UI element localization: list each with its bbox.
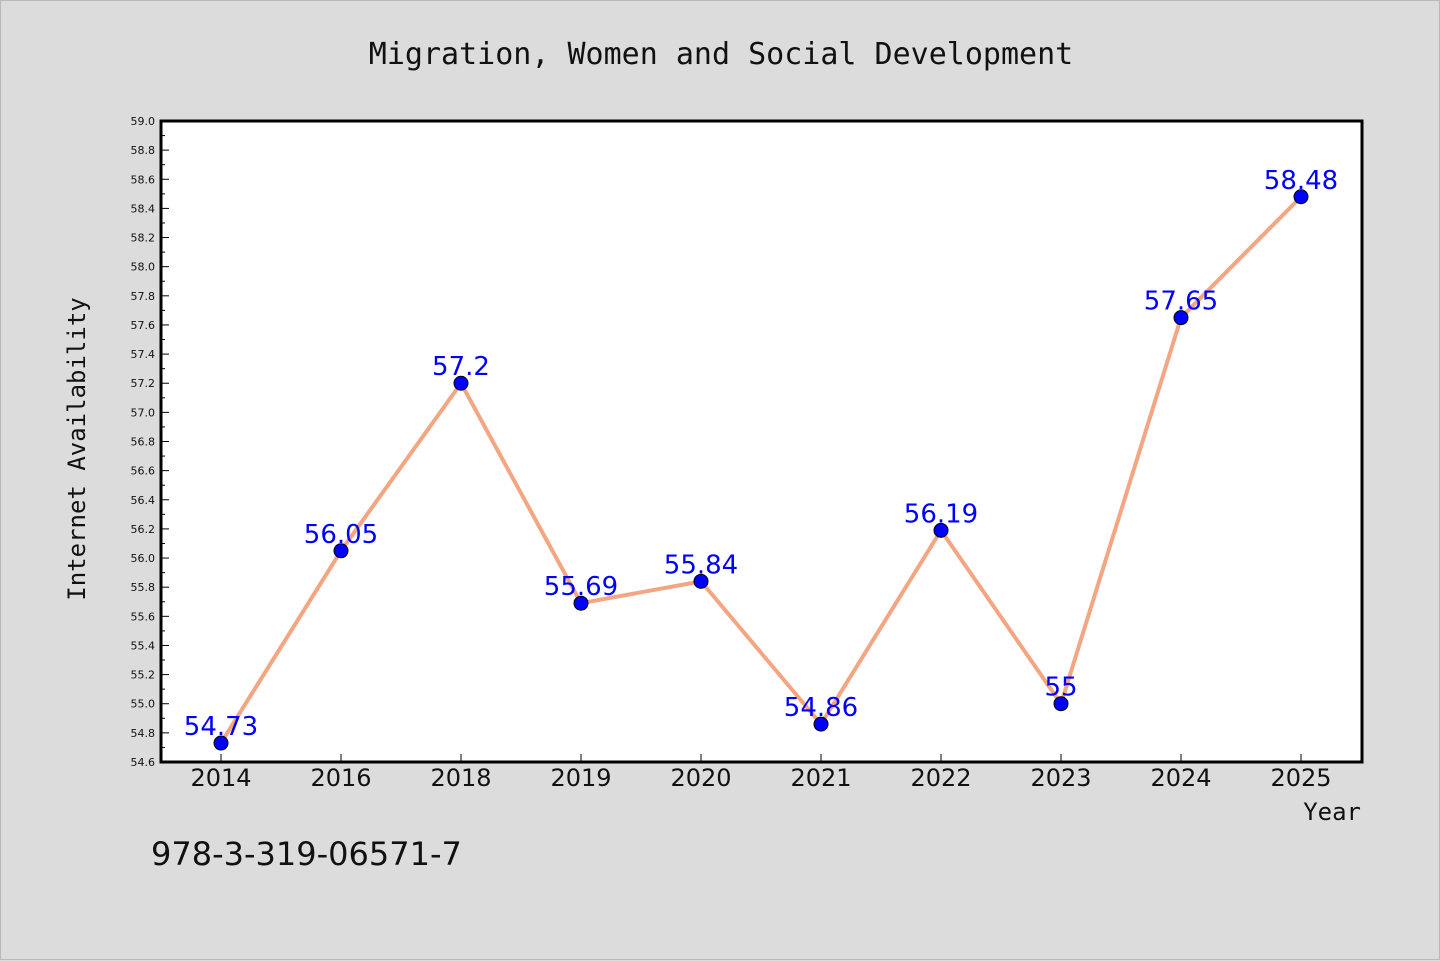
x-axis-label: Year <box>1303 798 1361 826</box>
y-tick-label: 54.8 <box>131 727 156 740</box>
data-label: 54.86 <box>784 693 858 723</box>
y-tick-label: 56.4 <box>131 494 156 507</box>
x-tick-label: 2018 <box>430 764 491 792</box>
data-point <box>813 716 829 732</box>
data-point <box>933 522 949 538</box>
data-label: 58.48 <box>1264 166 1338 196</box>
y-tick-label: 55.6 <box>131 610 156 623</box>
y-tick-label: 55.4 <box>131 639 156 652</box>
chart-title: Migration, Women and Social Development <box>369 37 1073 72</box>
data-label: 57.65 <box>1144 287 1218 317</box>
x-axis: 2014 2016 2018 2019 2020 2021 2022 2023 2024 2025 <box>190 754 1332 792</box>
data-label: 55 <box>1044 673 1077 703</box>
plot-area <box>159 119 1364 764</box>
y-tick-label: 59.0 <box>131 115 156 128</box>
x-tick-label: 2016 <box>310 764 371 792</box>
y-tick-label: 55.2 <box>131 669 156 682</box>
y-tick-label: 58.8 <box>131 144 156 157</box>
data-markers <box>213 189 1309 751</box>
y-axis: 54.6 54.8 55.0 55.2 55.4 55.6 55.8 56.0 56.2 56.4… <box>131 115 169 769</box>
data-label: 55.84 <box>664 550 738 580</box>
y-tick-label: 56.2 <box>131 523 156 536</box>
y-tick-label: 55.0 <box>131 698 156 711</box>
y-tick-label: 54.6 <box>131 756 156 769</box>
y-tick-label: 57.4 <box>131 348 156 361</box>
y-tick-label: 57.6 <box>131 319 156 332</box>
series-line-path <box>219 194 1303 746</box>
y-tick-label: 58.0 <box>131 261 156 274</box>
x-tick-label: 2019 <box>550 764 611 792</box>
y-tick-label: 56.8 <box>131 436 156 449</box>
data-labels: 54.73 56.05 57.2 55.69 55.84 54.86 56.19 55 57.6… <box>184 166 1338 742</box>
x-tick-label: 2020 <box>670 764 731 792</box>
x-tick-label: 2021 <box>790 764 851 792</box>
data-point <box>333 543 349 559</box>
y-tick-label: 57.8 <box>131 290 156 303</box>
y-tick-label: 55.8 <box>131 581 156 594</box>
data-point <box>1173 310 1189 326</box>
y-tick-label: 56.0 <box>131 552 156 565</box>
x-tick-label: 2024 <box>1150 764 1211 792</box>
x-tick-label: 2014 <box>190 764 251 792</box>
y-axis-label: Internet Availability <box>63 297 91 600</box>
x-tick-label: 2025 <box>1270 764 1331 792</box>
data-label: 56.19 <box>904 499 978 529</box>
data-label: 54.73 <box>184 712 258 742</box>
data-label: 56.05 <box>304 520 378 550</box>
data-point <box>1293 189 1309 205</box>
y-tick-label: 58.6 <box>131 173 156 186</box>
data-point <box>573 595 589 611</box>
data-label: 55.69 <box>544 572 618 602</box>
series-line <box>219 194 1303 746</box>
y-tick-label: 58.4 <box>131 202 156 215</box>
data-point <box>1053 696 1069 712</box>
y-tick-label: 56.6 <box>131 465 156 478</box>
data-point <box>693 573 709 589</box>
data-point <box>453 375 469 391</box>
data-label: 57.2 <box>432 352 490 382</box>
footer-isbn: 978-3-319-06571-7 <box>151 835 462 873</box>
x-tick-label: 2022 <box>910 764 971 792</box>
y-tick-label: 58.2 <box>131 232 156 245</box>
x-tick-label: 2023 <box>1030 764 1091 792</box>
data-point <box>213 735 229 751</box>
y-tick-label: 57.0 <box>131 406 156 419</box>
y-tick-label: 57.2 <box>131 377 156 390</box>
